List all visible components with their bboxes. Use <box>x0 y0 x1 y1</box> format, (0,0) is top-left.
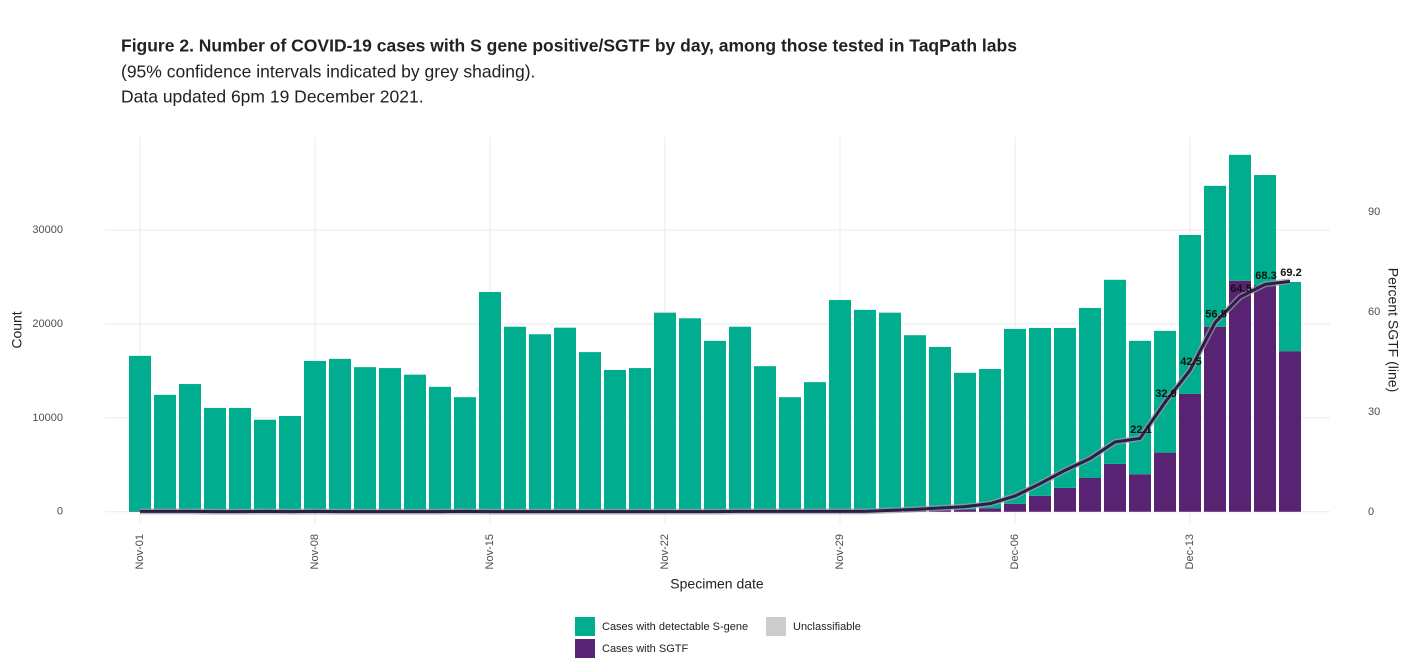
bar-segment <box>1029 327 1051 496</box>
data-label: 56.8 <box>1205 309 1226 321</box>
y2-axis-label: Percent SGTF (line) <box>1385 268 1401 392</box>
bar-segment <box>679 318 701 512</box>
bar-segment <box>479 291 501 512</box>
bar-segment <box>954 509 976 512</box>
bar-segment <box>654 312 676 512</box>
bar-segment <box>1104 279 1126 464</box>
chart-title: Figure 2. Number of COVID-19 cases with … <box>121 36 1017 56</box>
bar-segment <box>1079 477 1101 512</box>
bar-segment <box>1004 503 1026 512</box>
bar-segment <box>1279 281 1301 352</box>
bar-segment <box>354 367 376 512</box>
x-tick-label: Dec-06 <box>1009 534 1021 569</box>
bar-segment <box>704 340 726 512</box>
bar-segment <box>1229 280 1251 512</box>
bar-segment <box>1004 328 1026 504</box>
bar-segment <box>604 369 626 512</box>
x-tick-label: Nov-08 <box>309 534 321 569</box>
bar-segment <box>629 368 651 512</box>
bar-segment <box>854 309 876 512</box>
bar-segment <box>279 415 301 512</box>
data-label: 68.3 <box>1255 270 1276 282</box>
bar-segment <box>204 407 226 512</box>
bar-segment <box>929 346 951 510</box>
bar-segment <box>1204 326 1226 512</box>
bar-segment <box>779 397 801 512</box>
bar-segment <box>504 326 526 512</box>
subtitle: (95% confidence intervals indicated by g… <box>121 62 535 82</box>
bar-segment <box>154 394 176 512</box>
bar-segment <box>1154 452 1176 512</box>
bar-segment <box>1029 495 1051 512</box>
y2-tick-label: 60 <box>1368 306 1380 318</box>
data-label: 64.5 <box>1230 283 1251 295</box>
bar-segment <box>179 384 201 512</box>
bar-segment <box>1204 185 1226 327</box>
bar-segment <box>404 374 426 512</box>
bar-segment <box>329 358 351 512</box>
bar-segment <box>529 334 551 512</box>
bar-segment <box>254 419 276 512</box>
y-tick-label: 0 <box>57 506 63 518</box>
bar-segment <box>1229 154 1251 281</box>
bar-segment <box>579 352 601 512</box>
bar-segment <box>1054 327 1076 488</box>
bar-segment <box>429 386 451 512</box>
bar-segment <box>1279 351 1301 512</box>
x-tick-label: Nov-01 <box>134 534 146 569</box>
y-tick-label: 30000 <box>32 224 63 236</box>
bar-segment <box>1129 340 1151 475</box>
x-tick-label: Nov-22 <box>659 534 671 569</box>
y-tick-label: 20000 <box>32 318 63 330</box>
y-axis-label: Count <box>9 311 25 348</box>
bar-segment <box>554 327 576 512</box>
bar-segment <box>1254 284 1276 512</box>
legend-swatch <box>575 639 595 658</box>
data-label: 32.9 <box>1155 388 1176 400</box>
y2-tick-label: 0 <box>1368 506 1374 518</box>
y2-tick-label: 30 <box>1368 406 1380 418</box>
x-axis-label: Specimen date <box>670 576 764 592</box>
bar-segment <box>1254 175 1276 285</box>
data-label: 22.1 <box>1130 424 1151 436</box>
bar-segment <box>129 355 151 512</box>
bar-segment <box>829 299 851 512</box>
y2-tick-label: 90 <box>1368 206 1380 218</box>
x-tick-label: Nov-15 <box>484 534 496 569</box>
bar-segment <box>979 508 1001 512</box>
bar-segment <box>1104 463 1126 512</box>
bar-segment <box>729 326 751 512</box>
x-tick-label: Dec-13 <box>1184 534 1196 569</box>
bar-segment <box>304 360 326 512</box>
legend-label: Cases with detectable S-gene <box>602 621 748 633</box>
subtitle: Data updated 6pm 19 December 2021. <box>121 87 424 107</box>
data-label: 69.2 <box>1280 267 1301 279</box>
legend-swatch <box>575 617 595 636</box>
legend-label: Unclassifiable <box>793 621 861 633</box>
bar-segment <box>1179 393 1201 512</box>
x-tick-label: Nov-29 <box>834 534 846 569</box>
bar-segment <box>1154 330 1176 453</box>
data-label: 42.5 <box>1180 356 1201 368</box>
bar-segment <box>954 372 976 510</box>
bar-segment <box>754 366 776 512</box>
line <box>140 279 1291 514</box>
bar-segment <box>979 369 1001 509</box>
bar-segment <box>1079 307 1101 478</box>
bar-segment <box>1054 487 1076 512</box>
bar-segment <box>1129 474 1151 512</box>
bar-segment <box>879 312 901 511</box>
bar-segment <box>904 335 926 511</box>
bar-segment <box>804 382 826 512</box>
legend-swatch <box>766 617 786 636</box>
bar-segment <box>379 368 401 512</box>
y-tick-label: 10000 <box>32 412 63 424</box>
bar-segment <box>229 407 251 512</box>
legend-label: Cases with SGTF <box>602 643 688 655</box>
bar-segment <box>454 397 476 512</box>
